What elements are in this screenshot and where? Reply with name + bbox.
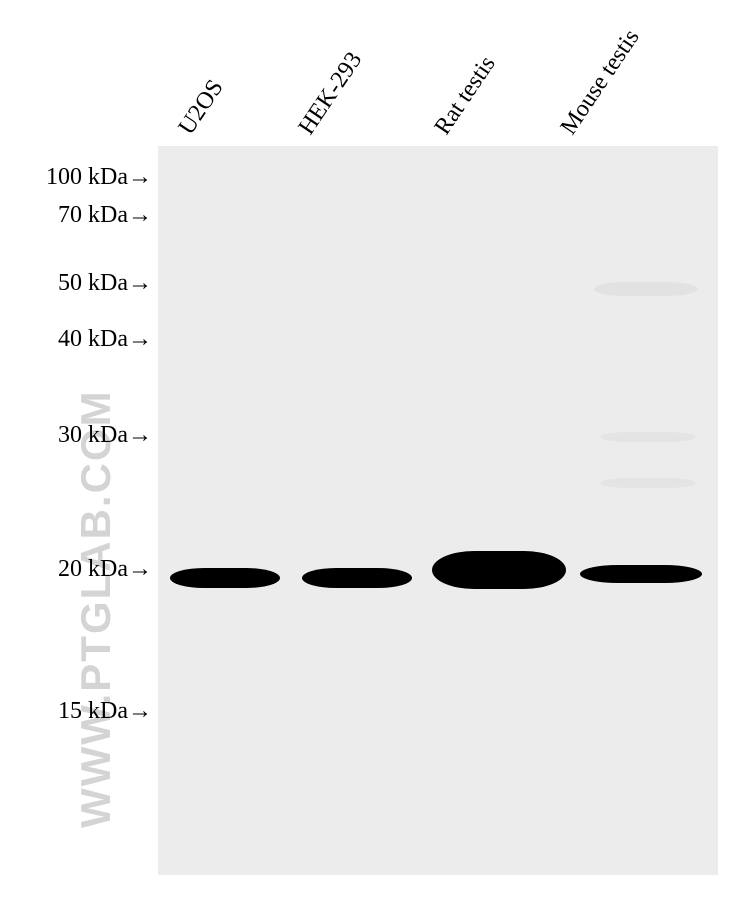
arrow-icon: → xyxy=(128,164,152,191)
lane-label-0: U2OS xyxy=(174,75,230,140)
lane-label-1: HEK-293 xyxy=(294,48,369,140)
mw-label-0: 100 kDa→ xyxy=(46,164,152,191)
band-lane-2 xyxy=(432,551,566,589)
arrow-icon: → xyxy=(128,270,152,297)
mw-label-1: 70 kDa→ xyxy=(58,202,152,229)
mw-label-5: 20 kDa→ xyxy=(58,556,152,583)
arrow-icon: → xyxy=(128,422,152,449)
lane-label-3: Mouse testis xyxy=(556,25,646,140)
band-lane-3 xyxy=(580,565,702,583)
mw-label-6: 15 kDa→ xyxy=(58,698,152,725)
watermark-text: WWW.PTGLAB.COM xyxy=(72,389,120,828)
band-lane-0 xyxy=(170,568,280,588)
mw-label-2: 50 kDa→ xyxy=(58,270,152,297)
lane-label-2: Rat testis xyxy=(430,51,502,140)
arrow-icon: → xyxy=(128,326,152,353)
band-lane-1 xyxy=(302,568,412,588)
faint-band-2 xyxy=(600,478,696,488)
mw-label-4: 30 kDa→ xyxy=(58,422,152,449)
western-blot-figure: WWW.PTGLAB.COM U2OS HEK-293 Rat testis Mous… xyxy=(0,0,730,900)
arrow-icon: → xyxy=(128,202,152,229)
arrow-icon: → xyxy=(128,698,152,725)
faint-band-1 xyxy=(600,432,696,442)
arrow-icon: → xyxy=(128,556,152,583)
mw-label-3: 40 kDa→ xyxy=(58,326,152,353)
blot-membrane xyxy=(158,146,718,875)
faint-band-0 xyxy=(594,282,698,296)
